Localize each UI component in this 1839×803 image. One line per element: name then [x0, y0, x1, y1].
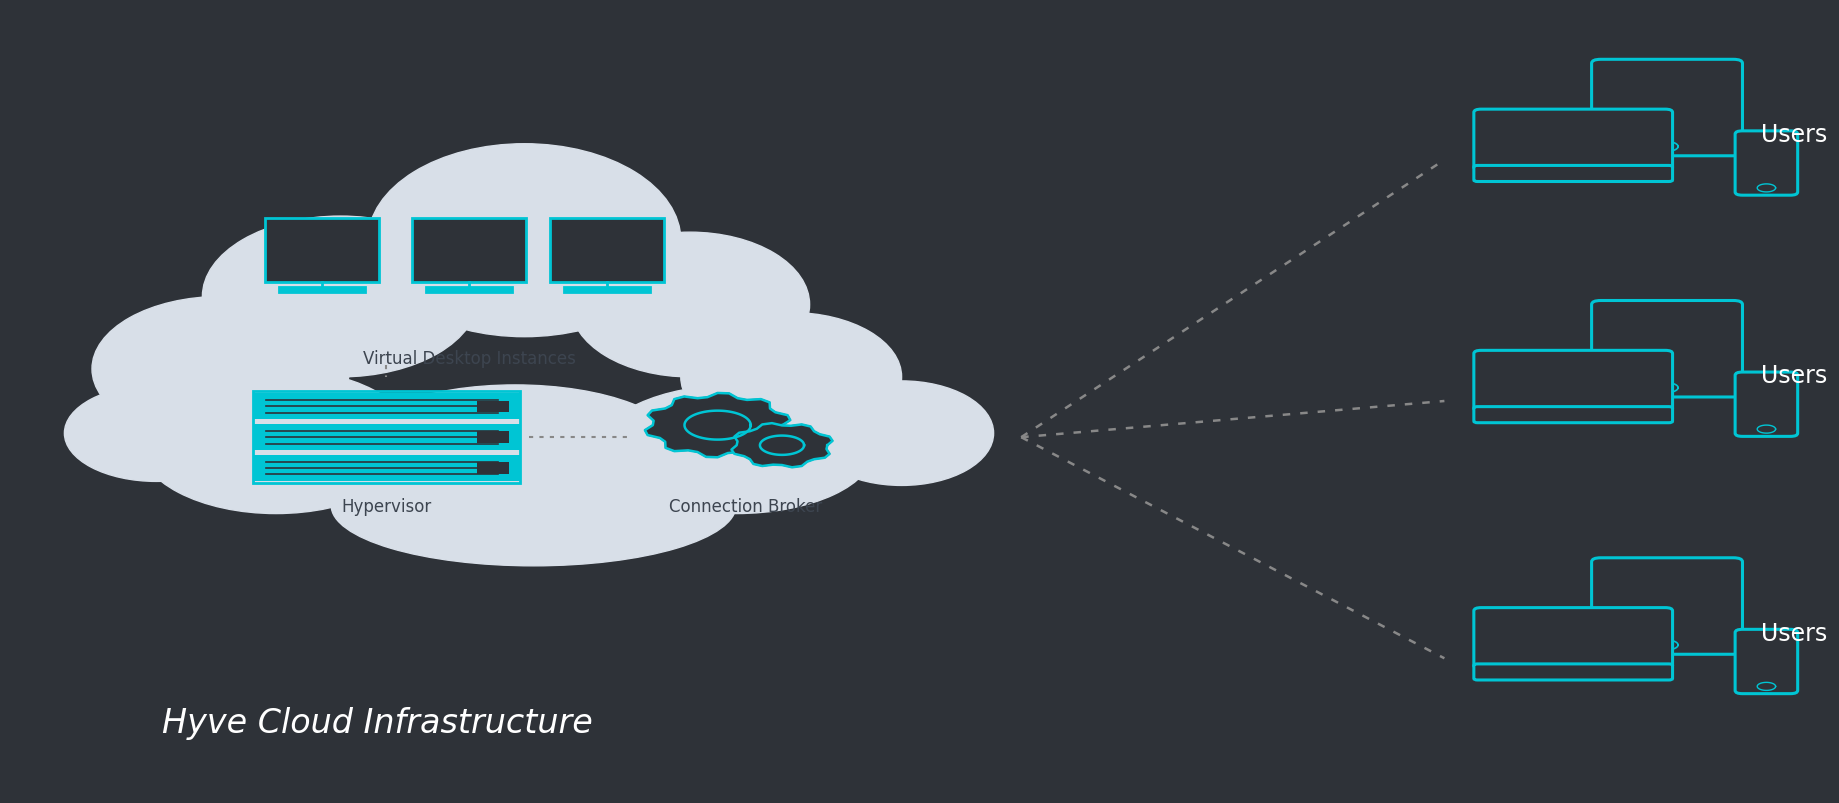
FancyBboxPatch shape	[1473, 664, 1672, 680]
Text: Users: Users	[1760, 123, 1826, 147]
FancyBboxPatch shape	[1734, 132, 1797, 196]
FancyBboxPatch shape	[254, 455, 519, 481]
FancyBboxPatch shape	[476, 402, 509, 413]
FancyBboxPatch shape	[1473, 110, 1672, 171]
Ellipse shape	[368, 145, 680, 337]
Text: Virtual Desktop Instances: Virtual Desktop Instances	[362, 349, 576, 367]
Polygon shape	[644, 393, 791, 458]
FancyBboxPatch shape	[1473, 407, 1672, 423]
FancyBboxPatch shape	[427, 287, 511, 292]
Ellipse shape	[202, 217, 478, 377]
FancyBboxPatch shape	[254, 425, 519, 450]
Ellipse shape	[331, 446, 736, 566]
Text: Hypervisor: Hypervisor	[340, 498, 432, 516]
FancyBboxPatch shape	[1591, 60, 1742, 157]
FancyBboxPatch shape	[476, 432, 509, 443]
FancyBboxPatch shape	[565, 287, 649, 292]
FancyBboxPatch shape	[412, 219, 526, 283]
FancyBboxPatch shape	[1591, 301, 1742, 397]
Ellipse shape	[598, 385, 874, 514]
Ellipse shape	[680, 313, 901, 442]
FancyBboxPatch shape	[550, 219, 664, 283]
Text: Hyve Cloud Infrastructure: Hyve Cloud Infrastructure	[162, 706, 592, 740]
Ellipse shape	[64, 385, 248, 482]
Polygon shape	[732, 424, 831, 467]
Text: Users: Users	[1760, 364, 1826, 388]
Ellipse shape	[570, 233, 809, 377]
Text: Connection Broker: Connection Broker	[668, 498, 822, 516]
FancyBboxPatch shape	[476, 463, 509, 475]
Ellipse shape	[92, 297, 349, 442]
FancyBboxPatch shape	[1473, 608, 1672, 669]
Ellipse shape	[349, 385, 680, 514]
Ellipse shape	[809, 381, 993, 486]
Text: Users: Users	[1760, 621, 1826, 645]
FancyBboxPatch shape	[1473, 166, 1672, 182]
Ellipse shape	[138, 369, 414, 514]
FancyBboxPatch shape	[280, 287, 364, 292]
FancyBboxPatch shape	[1734, 373, 1797, 437]
FancyBboxPatch shape	[1734, 630, 1797, 694]
FancyBboxPatch shape	[1591, 558, 1742, 654]
FancyBboxPatch shape	[254, 393, 519, 420]
Polygon shape	[760, 436, 804, 455]
Polygon shape	[684, 411, 750, 440]
FancyBboxPatch shape	[265, 219, 379, 283]
FancyBboxPatch shape	[1473, 351, 1672, 412]
